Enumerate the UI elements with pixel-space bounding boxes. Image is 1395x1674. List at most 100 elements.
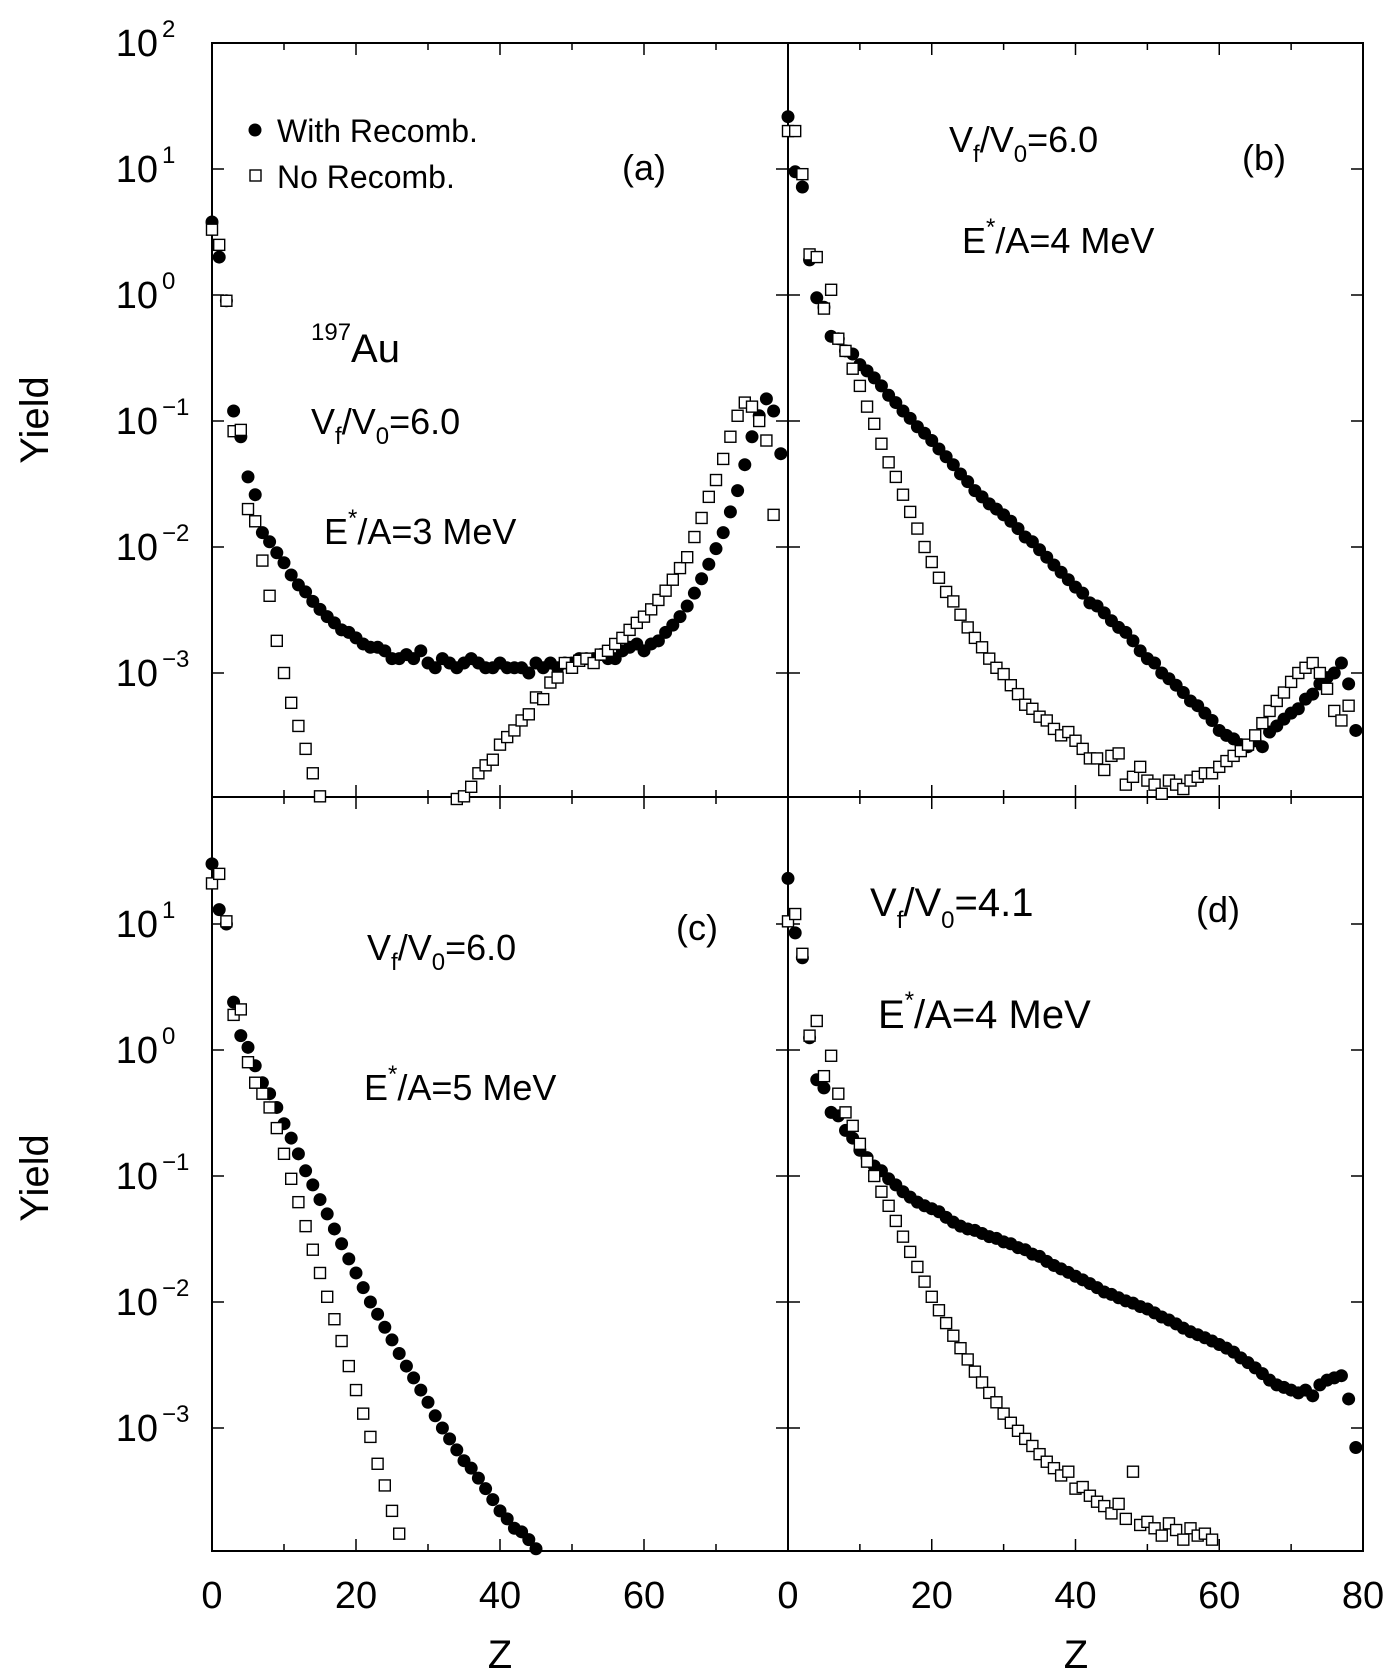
point-with-recomb-c xyxy=(234,1029,248,1043)
x-tick-label: 40 xyxy=(1054,1575,1096,1617)
point-with-recomb-a xyxy=(277,556,291,570)
point-with-recomb-c xyxy=(428,1409,442,1423)
point-no-recomb-a xyxy=(205,223,219,236)
panel-frame-a xyxy=(211,42,789,798)
point-no-recomb-c xyxy=(299,1219,312,1233)
point-with-recomb-c xyxy=(212,903,226,917)
point-no-recomb-d xyxy=(947,1329,960,1342)
point-no-recomb-d xyxy=(817,1069,831,1083)
point-no-recomb-d xyxy=(882,1199,895,1213)
point-no-recomb-d xyxy=(961,1353,974,1366)
panel-tag-d: (d) xyxy=(1196,889,1240,930)
panel-tag-c: (c) xyxy=(676,907,718,948)
point-no-recomb-a xyxy=(508,724,521,737)
energy-label-d: E*/A=4 MeV xyxy=(878,987,1091,1037)
point-with-recomb-a xyxy=(270,546,284,560)
x-tick-label: 0 xyxy=(777,1575,798,1617)
point-with-recomb-b xyxy=(1119,625,1133,639)
nucleus-label-a: 197Au xyxy=(311,319,400,371)
point-no-recomb-a xyxy=(263,589,276,602)
point-no-recomb-d xyxy=(875,1185,888,1198)
point-no-recomb-a xyxy=(681,550,694,564)
point-no-recomb-b xyxy=(983,652,996,665)
point-no-recomb-b xyxy=(925,555,938,569)
point-no-recomb-b xyxy=(1126,770,1140,784)
y-tick-label: 10 xyxy=(116,1156,158,1198)
point-with-recomb-a xyxy=(414,644,428,658)
point-with-recomb-c xyxy=(414,1383,428,1397)
point-no-recomb-b xyxy=(939,585,953,599)
point-no-recomb-b xyxy=(796,167,809,181)
point-with-recomb-a xyxy=(716,526,730,540)
point-no-recomb-a xyxy=(277,666,291,680)
y-tick-label: 10 xyxy=(116,1408,158,1450)
point-with-recomb-b xyxy=(903,411,917,425)
point-with-recomb-c xyxy=(306,1178,320,1192)
point-no-recomb-a xyxy=(623,623,636,637)
point-with-recomb-c xyxy=(407,1371,421,1385)
point-no-recomb-c xyxy=(378,1479,391,1492)
point-no-recomb-a xyxy=(659,584,672,597)
point-no-recomb-a xyxy=(688,530,701,544)
point-no-recomb-b xyxy=(954,608,967,621)
point-no-recomb-b xyxy=(1004,679,1018,692)
point-no-recomb-b xyxy=(1133,760,1147,774)
point-no-recomb-d xyxy=(868,1169,881,1183)
point-with-recomb-c xyxy=(500,1512,514,1526)
point-no-recomb-a xyxy=(313,790,327,803)
point-with-recomb-a xyxy=(227,404,241,418)
y-axis-title-bottom: Yield xyxy=(13,1134,57,1221)
point-with-recomb-a xyxy=(673,610,687,624)
energy-label-a: E*/A=3 MeV xyxy=(324,505,516,552)
point-with-recomb-d xyxy=(788,926,802,940)
point-no-recomb-b xyxy=(947,595,960,608)
point-with-recomb-c xyxy=(378,1320,392,1334)
y-tick-label-exponent: −1 xyxy=(162,394,189,421)
point-no-recomb-d xyxy=(889,1214,903,1228)
y-tick-label: 10 xyxy=(116,275,158,317)
point-no-recomb-d xyxy=(1119,1512,1133,1526)
point-no-recomb-c xyxy=(335,1334,348,1348)
point-no-recomb-b xyxy=(788,124,802,138)
point-no-recomb-c xyxy=(220,915,233,928)
x-tick-label: 60 xyxy=(1198,1575,1240,1617)
point-no-recomb-a xyxy=(767,508,780,522)
point-no-recomb-b xyxy=(1313,666,1327,680)
point-with-recomb-c xyxy=(450,1443,464,1457)
point-with-recomb-a xyxy=(723,505,737,519)
point-with-recomb-b xyxy=(1076,586,1090,600)
point-with-recomb-c xyxy=(205,857,219,871)
y-tick-label-exponent: −1 xyxy=(162,1149,189,1176)
legend-marker-no-recomb xyxy=(249,169,262,182)
point-no-recomb-b xyxy=(1148,778,1161,791)
y-tick-label: 10 xyxy=(116,653,158,695)
point-with-recomb-a xyxy=(212,250,226,264)
point-with-recomb-d xyxy=(1334,1369,1348,1383)
point-with-recomb-a xyxy=(428,661,442,675)
point-with-recomb-c xyxy=(313,1193,327,1207)
point-no-recomb-d xyxy=(1026,1439,1039,1453)
point-with-recomb-a xyxy=(651,634,665,648)
point-no-recomb-d xyxy=(896,1230,910,1243)
point-with-recomb-c xyxy=(471,1471,485,1485)
point-no-recomb-c xyxy=(234,1003,248,1016)
point-no-recomb-b xyxy=(1026,702,1039,715)
x-tick-label: 20 xyxy=(911,1575,953,1617)
y-tick-label: 10 xyxy=(116,401,158,443)
point-no-recomb-c xyxy=(241,1056,255,1069)
point-no-recomb-b xyxy=(1119,778,1133,791)
point-no-recomb-b xyxy=(918,540,931,554)
point-no-recomb-a xyxy=(537,692,550,706)
point-no-recomb-d xyxy=(796,947,809,961)
y-tick-label-exponent: 0 xyxy=(162,268,175,295)
point-no-recomb-b xyxy=(1270,694,1283,708)
point-no-recomb-a xyxy=(645,603,658,616)
y-tick-label: 10 xyxy=(116,23,158,65)
panel-tag-b: (b) xyxy=(1242,137,1286,178)
y-tick-label: 10 xyxy=(116,1282,158,1324)
point-no-recomb-b xyxy=(990,661,1003,674)
point-no-recomb-a xyxy=(472,767,485,780)
point-no-recomb-d xyxy=(911,1260,924,1274)
point-no-recomb-a xyxy=(745,400,759,413)
point-no-recomb-a xyxy=(724,430,737,443)
